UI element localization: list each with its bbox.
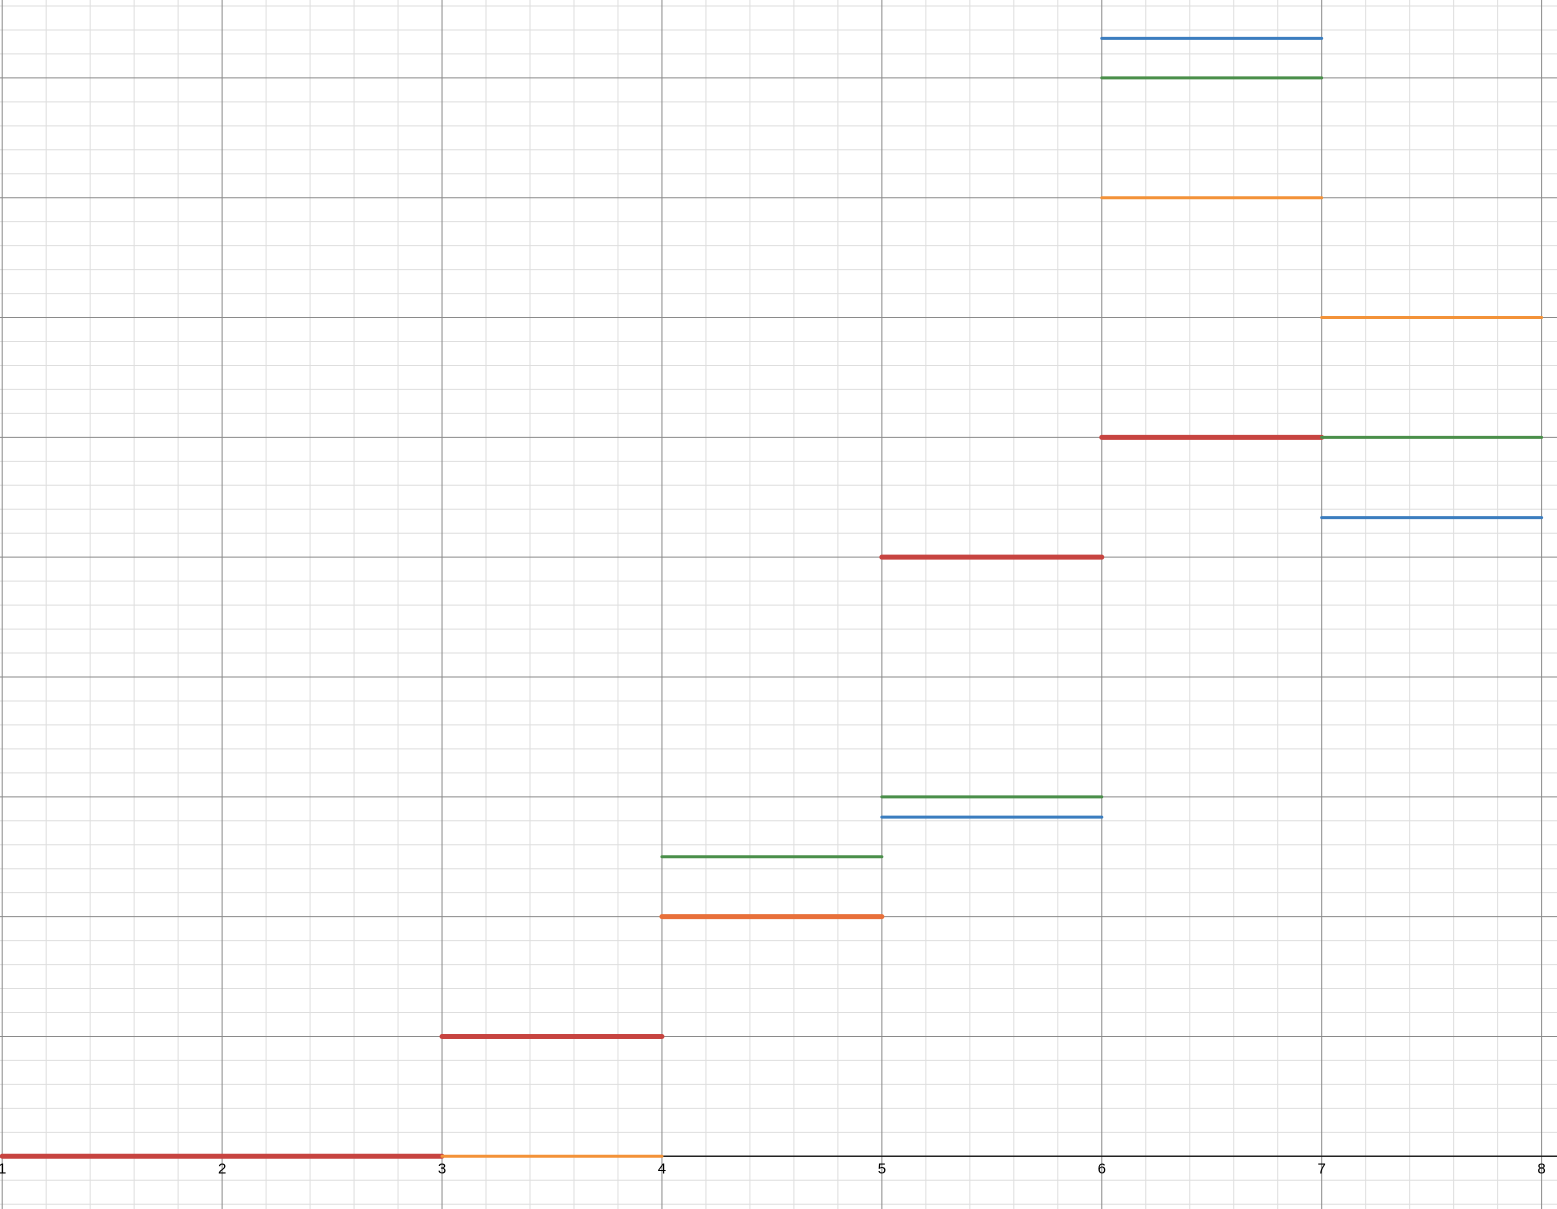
- x-tick-label: 8: [1537, 1160, 1545, 1177]
- x-tick-labels: 1 2 3 4 5 6 7 8: [0, 1160, 1546, 1177]
- x-tick-label: 3: [438, 1160, 446, 1177]
- x-tick-label: 1: [0, 1160, 6, 1177]
- x-tick-label: 5: [878, 1160, 886, 1177]
- x-tick-label: 4: [658, 1160, 666, 1177]
- plot-series: [0, 36, 1544, 1159]
- x-tick-label: 2: [218, 1160, 226, 1177]
- x-tick-label: 7: [1318, 1160, 1326, 1177]
- x-tick-label: 6: [1098, 1160, 1106, 1177]
